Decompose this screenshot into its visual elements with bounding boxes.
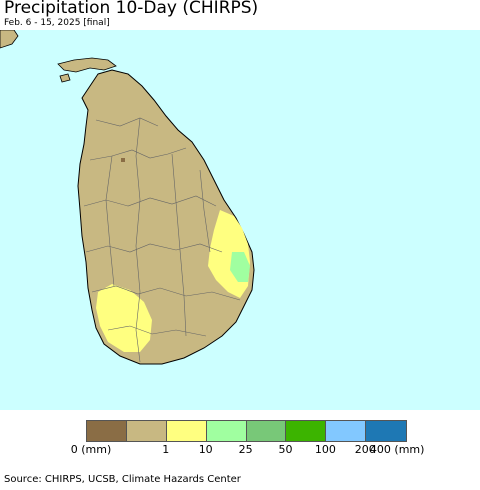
precip-10-25-southwest — [96, 284, 152, 352]
ocean — [0, 30, 480, 410]
source-credit: Source: CHIRPS, UCSB, Climate Hazards Ce… — [4, 474, 241, 485]
legend-label-5: 100 — [314, 443, 336, 456]
district-borders — [83, 117, 241, 363]
legend: 0 (mm) 1 10 25 50 100 200 400 (mm) — [0, 410, 480, 465]
india-coast — [0, 30, 19, 49]
legend-color-6 — [326, 421, 367, 441]
legend-label-1: 1 — [162, 443, 170, 456]
map-subtitle: Feb. 6 - 15, 2025 [final] — [4, 18, 110, 28]
small-island — [59, 73, 71, 83]
legend-label-6: 200 — [354, 443, 376, 456]
legend-color-3 — [206, 421, 247, 441]
legend-colorbar — [86, 420, 408, 442]
legend-color-7 — [366, 421, 407, 441]
precip-25-50-east — [230, 252, 250, 282]
legend-label-7: 400 (mm) — [369, 443, 425, 456]
legend-label-2: 10 — [198, 443, 213, 456]
jaffna-islands — [57, 57, 117, 73]
map-title: Precipitation 10-Day (CHIRPS) — [4, 0, 259, 18]
legend-color-0 — [87, 421, 127, 441]
legend-label-4: 50 — [278, 443, 293, 456]
precipitation-map — [0, 30, 480, 410]
legend-color-2 — [166, 421, 207, 441]
legend-color-4 — [246, 421, 287, 441]
precip-0-1-spot — [121, 158, 125, 162]
legend-color-5 — [286, 421, 327, 441]
legend-label-0: 0 (mm) — [70, 443, 112, 456]
legend-color-1 — [126, 421, 167, 441]
legend-label-3: 25 — [238, 443, 253, 456]
